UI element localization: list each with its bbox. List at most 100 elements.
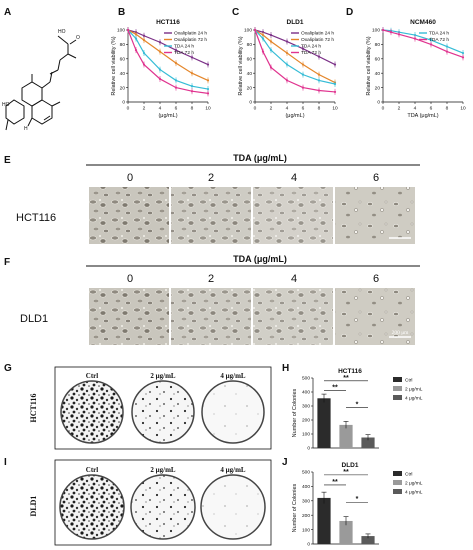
chart-d-ytick-label: 0 xyxy=(377,100,380,106)
panel-letter-g: G xyxy=(4,363,12,374)
chart-b-data-point xyxy=(142,34,146,37)
chart-c-legend-label: TDA 72 h xyxy=(301,50,321,56)
chart-b-ytick-label: 80 xyxy=(120,42,126,48)
chart-h-ytick-label: 100 xyxy=(302,432,310,438)
chart-h-bar xyxy=(361,437,375,448)
chart-h-ylabel: Number of Colonies xyxy=(292,388,298,437)
chart-c-data-point xyxy=(269,40,273,43)
chart-b-data-point xyxy=(158,50,162,53)
chart-c-data-point xyxy=(261,33,265,37)
chart-d-ytick-label: 40 xyxy=(375,71,381,77)
chart-c-data-point xyxy=(285,51,289,55)
chart-b-ytick-label: 40 xyxy=(120,71,126,77)
chart-c-legend-label: Oxaliplatin 72 h xyxy=(301,37,334,43)
chart-j-bar xyxy=(361,536,375,544)
chart-h-bar xyxy=(317,398,331,448)
chart-c-ytick-label: 20 xyxy=(247,85,253,91)
chart-c-data-point xyxy=(317,89,321,92)
dish-col-label-g-2: 2 μg/mL xyxy=(150,372,175,380)
chart-b-data-point xyxy=(134,33,138,36)
chart-d-data-point xyxy=(397,33,401,36)
panel-f-micrographs: F TDA (μg/mL) 0 2 4 6 DLD1 200 μm xyxy=(4,254,420,345)
chart-c-data-point xyxy=(261,50,265,53)
chart-c-legend-label: Oxaliplatin 24 h xyxy=(301,31,334,37)
micrograph-dld1-2 xyxy=(171,288,251,345)
chart-j-legend-swatch xyxy=(393,489,402,494)
chart-j-title: DLD1 xyxy=(342,462,359,469)
chart-d-title: NCM460 xyxy=(410,19,436,26)
chart-b-data-point xyxy=(134,49,138,52)
chart-j-significance-label: ** xyxy=(343,469,349,476)
chart-c-data-point xyxy=(285,63,289,66)
chart-c-ylabel: Relative cell viability (%) xyxy=(238,36,244,95)
chart-c-xtick-label: 2 xyxy=(270,106,273,112)
chart-c-xtick-label: 8 xyxy=(318,106,321,112)
panel-a: A HO O HO H xyxy=(2,7,80,132)
panel-letter-j: J xyxy=(282,457,288,468)
dish-dld1-2 xyxy=(130,474,196,540)
panel-letter-c: C xyxy=(232,7,239,18)
chart-j-significance-label: ** xyxy=(332,479,338,486)
chart-b-data-point xyxy=(206,79,210,82)
cell-line-label-f: DLD1 xyxy=(20,313,48,325)
chart-b-data-point xyxy=(142,63,146,66)
chart-j-legend-swatch xyxy=(393,480,402,485)
chart-h-ytick-label: 500 xyxy=(302,376,310,382)
dish-hct116-2 xyxy=(131,380,195,444)
chart-d-data-point xyxy=(413,37,417,40)
chart-b-xlabel: (μg/mL) xyxy=(158,113,177,119)
chart-b-data-point xyxy=(174,62,178,65)
chart-c-ytick-label: 60 xyxy=(247,57,253,63)
chart-b-data-point xyxy=(126,28,130,32)
micrograph-hct116-6 xyxy=(335,187,415,244)
dish-col-label-g-ctrl: Ctrl xyxy=(86,372,98,380)
dish-col-label-i-ctrl: Ctrl xyxy=(86,466,98,474)
chart-c-data-point xyxy=(261,37,265,40)
chart-c-ytick-label: 100 xyxy=(244,28,252,34)
chart-c-data-point xyxy=(333,63,337,66)
structure-label-ho-acid: HO xyxy=(58,29,66,35)
chart-d-data-point xyxy=(461,56,465,59)
micrograph-hct116-0 xyxy=(89,187,169,244)
chart-c-data-point xyxy=(269,66,273,69)
chart-c-data-point xyxy=(333,82,337,86)
chart-c-data-point xyxy=(285,40,289,43)
chart-b-data-point xyxy=(158,77,162,81)
dish-col-label-g-4: 4 μg/mL xyxy=(220,372,245,380)
panel-e-micrographs: E TDA (μg/mL) 0 2 4 6 HCT116 xyxy=(4,153,420,244)
chart-b-data-point xyxy=(174,49,178,52)
chart-h-ytick-label: 400 xyxy=(302,390,310,396)
chart-b-data-point xyxy=(158,41,162,44)
dish-col-label-i-2: 2 μg/mL xyxy=(150,466,175,474)
panel-letter-b: B xyxy=(118,7,125,18)
chart-c-data-point xyxy=(301,86,305,89)
chart-c-legend-label: TDA 24 h xyxy=(301,44,321,50)
chart-d-xtick-label: 2 xyxy=(398,106,401,112)
chart-b-title: HCT116 xyxy=(156,19,180,26)
chart-b-data-point xyxy=(190,90,194,93)
chart-c-title: DLD1 xyxy=(287,19,304,26)
chart-b-data-point xyxy=(174,86,178,89)
chart-b-data-point xyxy=(142,51,146,55)
chart-d-xtick-label: 0 xyxy=(382,106,385,112)
dose-label-f-4: 4 xyxy=(291,273,297,285)
chart-h-legend-label: Ctrl xyxy=(405,378,412,384)
panel-letter-e: E xyxy=(4,155,11,166)
chart-b-legend-label: Oxaliplatin 24 h xyxy=(174,31,207,37)
chart-d-xtick-label: 10 xyxy=(460,106,466,112)
chart-d-ytick-label: 100 xyxy=(372,28,380,34)
chart-h-significance-label: ** xyxy=(332,385,338,392)
panel-letter-h: H xyxy=(282,363,289,374)
chart-c-xtick-label: 6 xyxy=(302,106,305,112)
chart-b-ytick-label: 60 xyxy=(120,57,126,63)
chart-c-xtick-label: 4 xyxy=(286,106,289,112)
chart-j-ytick-label: 400 xyxy=(302,484,310,490)
panel-letter-a: A xyxy=(4,7,11,18)
dose-label-f-6: 6 xyxy=(373,273,379,285)
chart-c-data-point xyxy=(269,33,273,37)
chart-h-title: HCT116 xyxy=(338,368,362,375)
chart-d-data-point xyxy=(461,51,465,55)
micrograph-dld1-4 xyxy=(253,288,333,345)
chart-d-ytick-label: 20 xyxy=(375,85,381,91)
